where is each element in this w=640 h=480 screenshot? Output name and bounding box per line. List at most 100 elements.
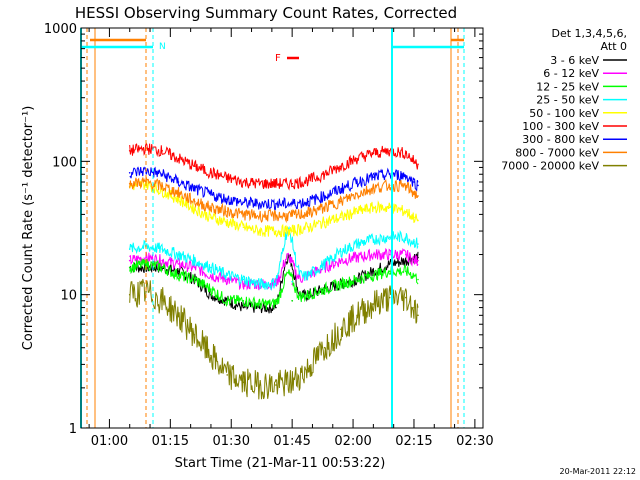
data-point (242, 283, 245, 285)
data-point (128, 182, 131, 185)
data-point (356, 278, 358, 281)
x-tick-label: 02:15 (395, 434, 432, 449)
legend-header: Att 0 (601, 40, 627, 53)
series-line (129, 225, 419, 291)
data-point (210, 206, 212, 209)
data-point (177, 270, 180, 273)
data-point (161, 259, 163, 262)
series-line (129, 178, 419, 238)
data-point (405, 270, 407, 273)
data-point (323, 263, 326, 265)
data-point (177, 157, 180, 160)
data-point (242, 181, 245, 183)
data-point (275, 306, 277, 309)
data-point (210, 216, 212, 219)
data-point (413, 259, 415, 262)
data-point (356, 210, 358, 213)
data-point (388, 296, 391, 299)
data-point (372, 206, 375, 209)
legend-entry-label: 25 - 50 keV (536, 94, 599, 107)
data-point (210, 172, 212, 174)
data-point (340, 165, 342, 167)
data-point (226, 177, 228, 179)
data-point (161, 150, 163, 152)
data-point (128, 248, 131, 250)
data-point (258, 384, 261, 386)
legend-entry-label: 50 - 100 keV (529, 107, 599, 120)
data-point (258, 182, 261, 185)
x-axis-label: Start Time (21-Mar-11 00:53:22) (175, 456, 386, 471)
data-point (413, 160, 415, 163)
data-point (340, 328, 342, 331)
data-point (193, 266, 196, 269)
data-point (372, 270, 375, 273)
data-point (291, 230, 294, 232)
data-point (128, 172, 131, 174)
data-point (388, 270, 391, 273)
data-point (128, 266, 131, 269)
data-point (210, 354, 212, 357)
x-tick-label: 02:30 (456, 434, 493, 449)
data-point (413, 192, 415, 194)
data-point (417, 259, 419, 262)
data-point (388, 253, 391, 256)
data-point (323, 173, 326, 176)
data-point (417, 314, 419, 317)
series-layer (128, 141, 419, 400)
data-point (291, 215, 294, 217)
data-point (340, 216, 342, 219)
data-point (128, 150, 131, 152)
data-point (275, 384, 277, 386)
y-axis-label: Corrected Count Rate (s⁻¹ detector⁻¹) (21, 106, 36, 351)
legend-entry-label: 3 - 6 keV (550, 54, 599, 67)
data-point (177, 192, 180, 194)
data-point (275, 303, 277, 305)
data-point (275, 215, 277, 217)
data-point (258, 283, 261, 285)
data-point (340, 200, 342, 203)
data-point (226, 278, 228, 281)
data-point (193, 208, 196, 210)
data-point (372, 253, 375, 256)
data-point (177, 314, 180, 317)
data-point (242, 300, 245, 302)
data-point (177, 181, 180, 183)
data-point (161, 173, 163, 176)
x-tick-label: 01:45 (273, 434, 310, 449)
data-point (242, 226, 245, 229)
data-point (417, 184, 419, 187)
y-tick-label: 1000 (44, 22, 77, 37)
series-line (129, 278, 419, 400)
data-point (177, 253, 180, 256)
data-point (307, 200, 310, 203)
legend-entry-label: 12 - 25 keV (536, 80, 599, 93)
data-point (226, 300, 228, 302)
series-100-300-kev (128, 141, 419, 191)
data-point (307, 367, 310, 370)
data-point (388, 263, 391, 265)
y-tick-label: 100 (52, 155, 77, 170)
data-point (193, 334, 196, 336)
data-point (128, 259, 131, 262)
data-point (242, 306, 245, 309)
data-point (356, 243, 358, 245)
data-point (388, 206, 391, 209)
data-point (417, 243, 419, 245)
data-point (226, 374, 228, 376)
data-point (242, 213, 245, 216)
data-point (417, 195, 419, 197)
overlay-layer: NF (80, 28, 465, 428)
data-point (417, 256, 419, 259)
data-point (356, 193, 358, 195)
data-point (356, 256, 358, 259)
series-12-25-kev (128, 258, 419, 310)
data-point (161, 266, 163, 269)
data-point (323, 346, 326, 349)
data-point (372, 274, 375, 277)
footer-date: 20-Mar-2011 22:12 (560, 467, 637, 476)
data-point (210, 266, 212, 269)
data-point (161, 190, 163, 192)
legend-entry-label: 6 - 12 keV (543, 67, 599, 80)
data-point (413, 274, 415, 277)
